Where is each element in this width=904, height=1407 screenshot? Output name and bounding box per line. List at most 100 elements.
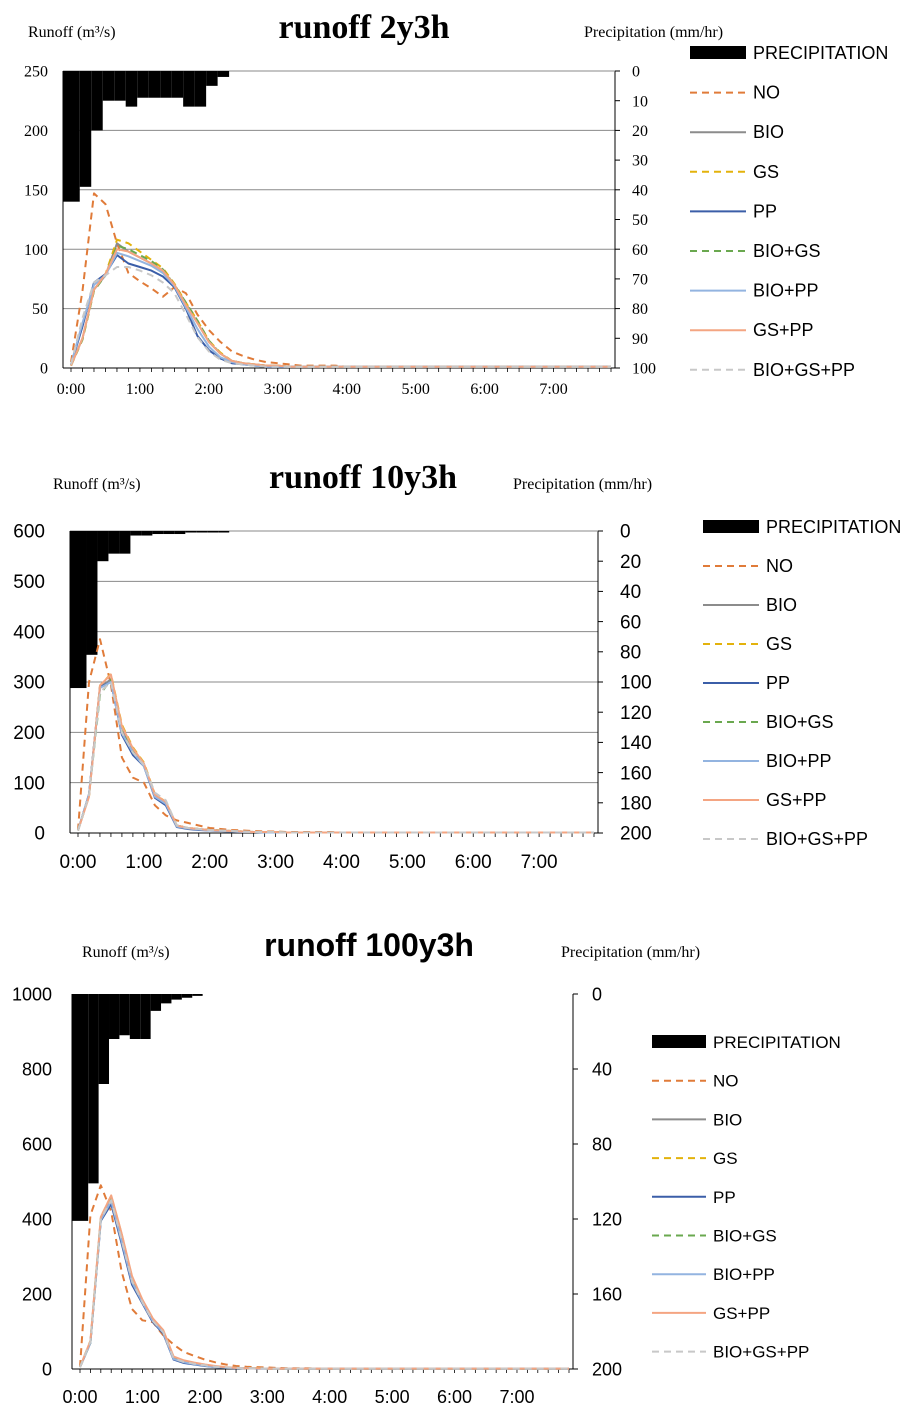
y2-tick-label: 60 <box>620 612 641 633</box>
y-tick-label: 400 <box>22 1209 52 1229</box>
y-tick-label: 800 <box>22 1059 52 1079</box>
y2-tick-label: 30 <box>632 153 648 170</box>
y2-tick-label: 40 <box>632 182 648 199</box>
y-tick-label: 50 <box>32 301 48 318</box>
x-tick-label: 1:00 <box>125 1387 160 1407</box>
x-tick-label: 7:00 <box>499 1387 534 1407</box>
y2-tick-label: 70 <box>632 272 648 289</box>
x-tick-label: 2:00 <box>187 1387 222 1407</box>
precipitation-bar <box>181 994 193 998</box>
x-tick-label: 7:00 <box>521 852 558 873</box>
precipitation-bar <box>137 71 149 98</box>
legend-label-bio-pp: BIO+PP <box>766 751 832 771</box>
y2-tick-label: 120 <box>620 703 652 724</box>
precipitation-bar <box>140 994 151 1039</box>
series-line-bio-gs-pp <box>77 681 594 834</box>
series-line-bio <box>77 678 594 834</box>
legend: PRECIPITATION NO BIO GS PP BIO+GS BIO+PP GS+PP B… <box>652 1033 841 1362</box>
legend-label-no: NO <box>753 83 780 103</box>
y2-tick-label: 200 <box>620 824 652 845</box>
precipitation-bar <box>109 994 120 1039</box>
precipitation-bar <box>152 531 164 535</box>
y-tick-label: 400 <box>13 622 45 643</box>
x-tick-label: 4:00 <box>333 381 361 398</box>
x-tick-label: 4:00 <box>312 1387 347 1407</box>
x-tick-label: 6:00 <box>455 852 492 873</box>
x-tick-label: 5:00 <box>375 1387 410 1407</box>
legend-label-bio-gs: BIO+GS <box>766 712 834 732</box>
x-tick-label: 0:00 <box>57 381 85 398</box>
precipitation-bar <box>163 531 175 535</box>
y-tick-label: 100 <box>24 242 48 259</box>
chart-title: runoff 10y3h <box>269 459 457 496</box>
precipitation-bar <box>130 531 142 536</box>
legend-label-bio-gs-pp: BIO+GS+PP <box>753 360 855 380</box>
y2-tick-label: 40 <box>620 582 641 603</box>
legend-label-no: NO <box>766 556 793 576</box>
precipitation-bar <box>119 994 130 1036</box>
y2-tick-label: 160 <box>620 763 652 784</box>
precipitation-bar <box>150 994 162 1011</box>
series-line-no <box>70 192 611 368</box>
legend-label-bio-gs-pp: BIO+GS+PP <box>713 1343 809 1362</box>
precipitation-bar <box>86 531 98 655</box>
y2-tick-label: 80 <box>592 1134 612 1154</box>
x-tick-label: 2:00 <box>191 852 228 873</box>
legend-swatch-precipitation <box>690 46 746 59</box>
precipitation-bar <box>98 994 110 1084</box>
series-line-bio-gs-pp <box>79 1199 569 1370</box>
x-tick-label: 5:00 <box>389 852 426 873</box>
series-line-gs <box>77 672 594 834</box>
y2-tick-label: 200 <box>592 1359 622 1379</box>
x-tick-label: 2:00 <box>195 381 223 398</box>
y2-tick-label: 80 <box>632 301 648 318</box>
chart-title: runoff 100y3h <box>264 927 474 963</box>
y-tick-label: 200 <box>22 1284 52 1304</box>
x-tick-label: 1:00 <box>125 852 162 873</box>
legend-label-bio: BIO <box>713 1110 742 1129</box>
series-line-bio-gs-pp <box>70 266 611 368</box>
precipitation-bar <box>91 71 103 131</box>
chart-2: runoff 10y3h Runoff (m³/s) Precipitation (… <box>13 459 901 873</box>
y-axis-label: Runoff (m³/s) <box>82 944 170 961</box>
precipitation-bar <box>97 531 109 562</box>
y-tick-label: 0 <box>40 361 48 378</box>
y2-axis-label: Precipitation (mm/hr) <box>584 24 723 41</box>
y-tick-label: 300 <box>13 673 45 694</box>
precipitation-bar <box>171 71 184 98</box>
series-line-gs-pp <box>79 1194 569 1370</box>
y2-tick-label: 90 <box>632 331 648 348</box>
legend-label-gs: GS <box>766 634 792 654</box>
legend-label-precipitation: PRECIPITATION <box>753 43 888 63</box>
legend: PRECIPITATION NO BIO GS PP BIO+GS BIO+PP GS+PP B… <box>690 43 888 380</box>
x-tick-label: 3:00 <box>257 852 294 873</box>
series-line-pp <box>79 1203 569 1370</box>
precipitation-bar <box>129 994 141 1039</box>
legend-label-gs: GS <box>713 1149 738 1168</box>
legend-label-gs: GS <box>753 162 779 182</box>
precipitation-bar <box>70 531 87 689</box>
precipitation-bar <box>79 71 92 187</box>
series-line-bio <box>79 1197 569 1370</box>
precipitation-bar <box>125 71 138 107</box>
precipitation-bar <box>218 531 230 533</box>
precipitation-bar <box>148 71 161 98</box>
legend-label-gs-pp: GS+PP <box>753 320 814 340</box>
y2-tick-label: 10 <box>632 93 648 110</box>
precipitation-bar <box>160 71 172 98</box>
precipitation-bar <box>171 994 182 1000</box>
y2-tick-label: 80 <box>620 642 641 663</box>
precipitation-bar <box>119 531 131 554</box>
legend-label-bio-pp: BIO+PP <box>753 281 819 301</box>
y-tick-label: 1000 <box>12 984 52 1004</box>
y2-tick-label: 0 <box>632 64 640 81</box>
y-tick-label: 0 <box>42 1359 52 1379</box>
x-tick-label: 6:00 <box>470 381 498 398</box>
y2-tick-label: 60 <box>632 242 648 259</box>
y2-tick-label: 140 <box>620 733 652 754</box>
y2-tick-label: 20 <box>632 123 648 140</box>
legend-label-gs-pp: GS+PP <box>713 1304 770 1323</box>
chart-title: runoff 2y3h <box>279 9 450 46</box>
precipitation-bar <box>174 531 186 535</box>
